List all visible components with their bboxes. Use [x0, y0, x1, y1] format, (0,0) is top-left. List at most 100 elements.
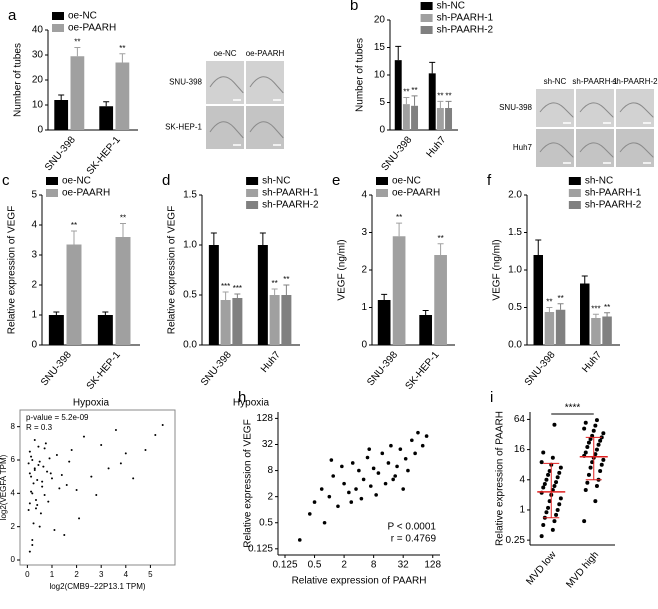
- x-tick-label: Huh7: [425, 134, 449, 160]
- point: [32, 482, 35, 485]
- panel-label: c: [2, 172, 10, 189]
- x-tick-label: 1: [50, 570, 55, 579]
- sd-whisker: [585, 436, 602, 481]
- point: [591, 428, 596, 433]
- bar: [602, 316, 612, 345]
- legend-swatch: [420, 2, 433, 10]
- y-tick-label: 0.5: [183, 290, 197, 301]
- error-bar: [259, 232, 266, 245]
- image-column-label: sh-NC: [544, 77, 567, 86]
- y-tick-label: 3: [31, 250, 37, 261]
- point: [555, 507, 560, 512]
- y-tick-label: 1: [519, 505, 525, 516]
- bar: [392, 236, 406, 345]
- bar: [434, 255, 447, 345]
- point: [31, 539, 34, 541]
- legend-label: sh-PAARH-1: [437, 13, 494, 24]
- error-bar: [403, 97, 410, 105]
- significance: **: [403, 88, 409, 97]
- point: [312, 500, 317, 504]
- bar: [99, 106, 114, 130]
- y-tick-label: 10: [374, 70, 386, 81]
- x-axis-label: Hypoxia: [233, 398, 270, 409]
- point: [31, 544, 34, 546]
- error-bar: [604, 312, 611, 317]
- point: [598, 438, 603, 443]
- x-tick-label: SNU-398: [365, 349, 400, 388]
- point: [389, 443, 393, 448]
- legend-label: sh-PAARH-2: [437, 25, 494, 36]
- point: [43, 494, 46, 496]
- error-bar: [581, 275, 588, 284]
- point: [42, 465, 45, 468]
- bar: [591, 318, 601, 345]
- error-bar: [53, 311, 60, 315]
- x-tick-label: SK-HEP-1: [403, 349, 441, 392]
- point: [60, 474, 63, 476]
- x-tick-label: SK-HEP-1: [85, 134, 123, 177]
- legend-label: oe-PAARH: [62, 188, 110, 199]
- y-tick-label: 0: [37, 125, 43, 136]
- bar: [281, 295, 292, 345]
- x-axis-label: Hypoxia: [73, 398, 110, 409]
- legend-label: sh-NC: [585, 176, 613, 187]
- y-tick-label: 1: [361, 302, 367, 313]
- point: [63, 534, 66, 536]
- x-tick-label: 128: [424, 560, 441, 571]
- y-tick-label: 0: [379, 125, 385, 136]
- y-tick-label: 0: [31, 340, 37, 351]
- y-tick-label: 0: [11, 555, 16, 564]
- y-tick-label: 1.5: [508, 227, 522, 238]
- legend-swatch: [568, 201, 581, 209]
- point: [594, 484, 599, 489]
- point: [583, 420, 588, 425]
- point: [541, 450, 546, 455]
- point: [582, 519, 587, 524]
- micrograph: [206, 61, 244, 104]
- panel-label: a: [8, 7, 17, 24]
- bar: [533, 255, 543, 345]
- bar: [411, 105, 419, 130]
- point: [601, 457, 606, 462]
- y-axis-label: VEGF (ng/ml): [492, 239, 503, 300]
- legend-swatch: [246, 201, 259, 209]
- y-tick-label: 8: [11, 422, 16, 431]
- y-tick-label: 2: [31, 280, 37, 291]
- image-column-label: oe-PAARH: [246, 49, 285, 58]
- significance: **: [445, 92, 451, 101]
- point: [46, 470, 49, 473]
- point: [403, 456, 408, 461]
- y-tick-label: 128: [256, 413, 273, 424]
- panel-label: h: [238, 389, 246, 406]
- point: [541, 485, 546, 490]
- point: [327, 494, 332, 499]
- bar: [257, 245, 268, 345]
- y-tick-label: 4: [11, 488, 16, 497]
- error-bar: [58, 94, 65, 100]
- error-bar: [119, 223, 126, 237]
- significance: **: [74, 38, 80, 47]
- point: [144, 449, 147, 451]
- panel-label: d: [162, 172, 170, 189]
- point: [58, 487, 61, 490]
- point: [361, 477, 366, 482]
- error-bar: [592, 313, 599, 318]
- micrograph-texture: [579, 142, 614, 158]
- point: [393, 474, 398, 478]
- y-tick-label: 0.125: [248, 543, 273, 554]
- point: [28, 502, 31, 505]
- point: [37, 445, 40, 448]
- significance: ****: [565, 403, 581, 414]
- x-tick-label: Huh7: [580, 349, 604, 375]
- point: [380, 451, 385, 456]
- error-bar: [271, 288, 278, 295]
- micrograph: [536, 129, 574, 167]
- annotation: P < 0.0001: [388, 522, 437, 533]
- point: [552, 484, 557, 489]
- point: [32, 522, 35, 525]
- point: [161, 424, 164, 426]
- point: [100, 444, 103, 446]
- point: [550, 527, 555, 532]
- significance: **: [119, 44, 125, 53]
- point: [38, 460, 41, 463]
